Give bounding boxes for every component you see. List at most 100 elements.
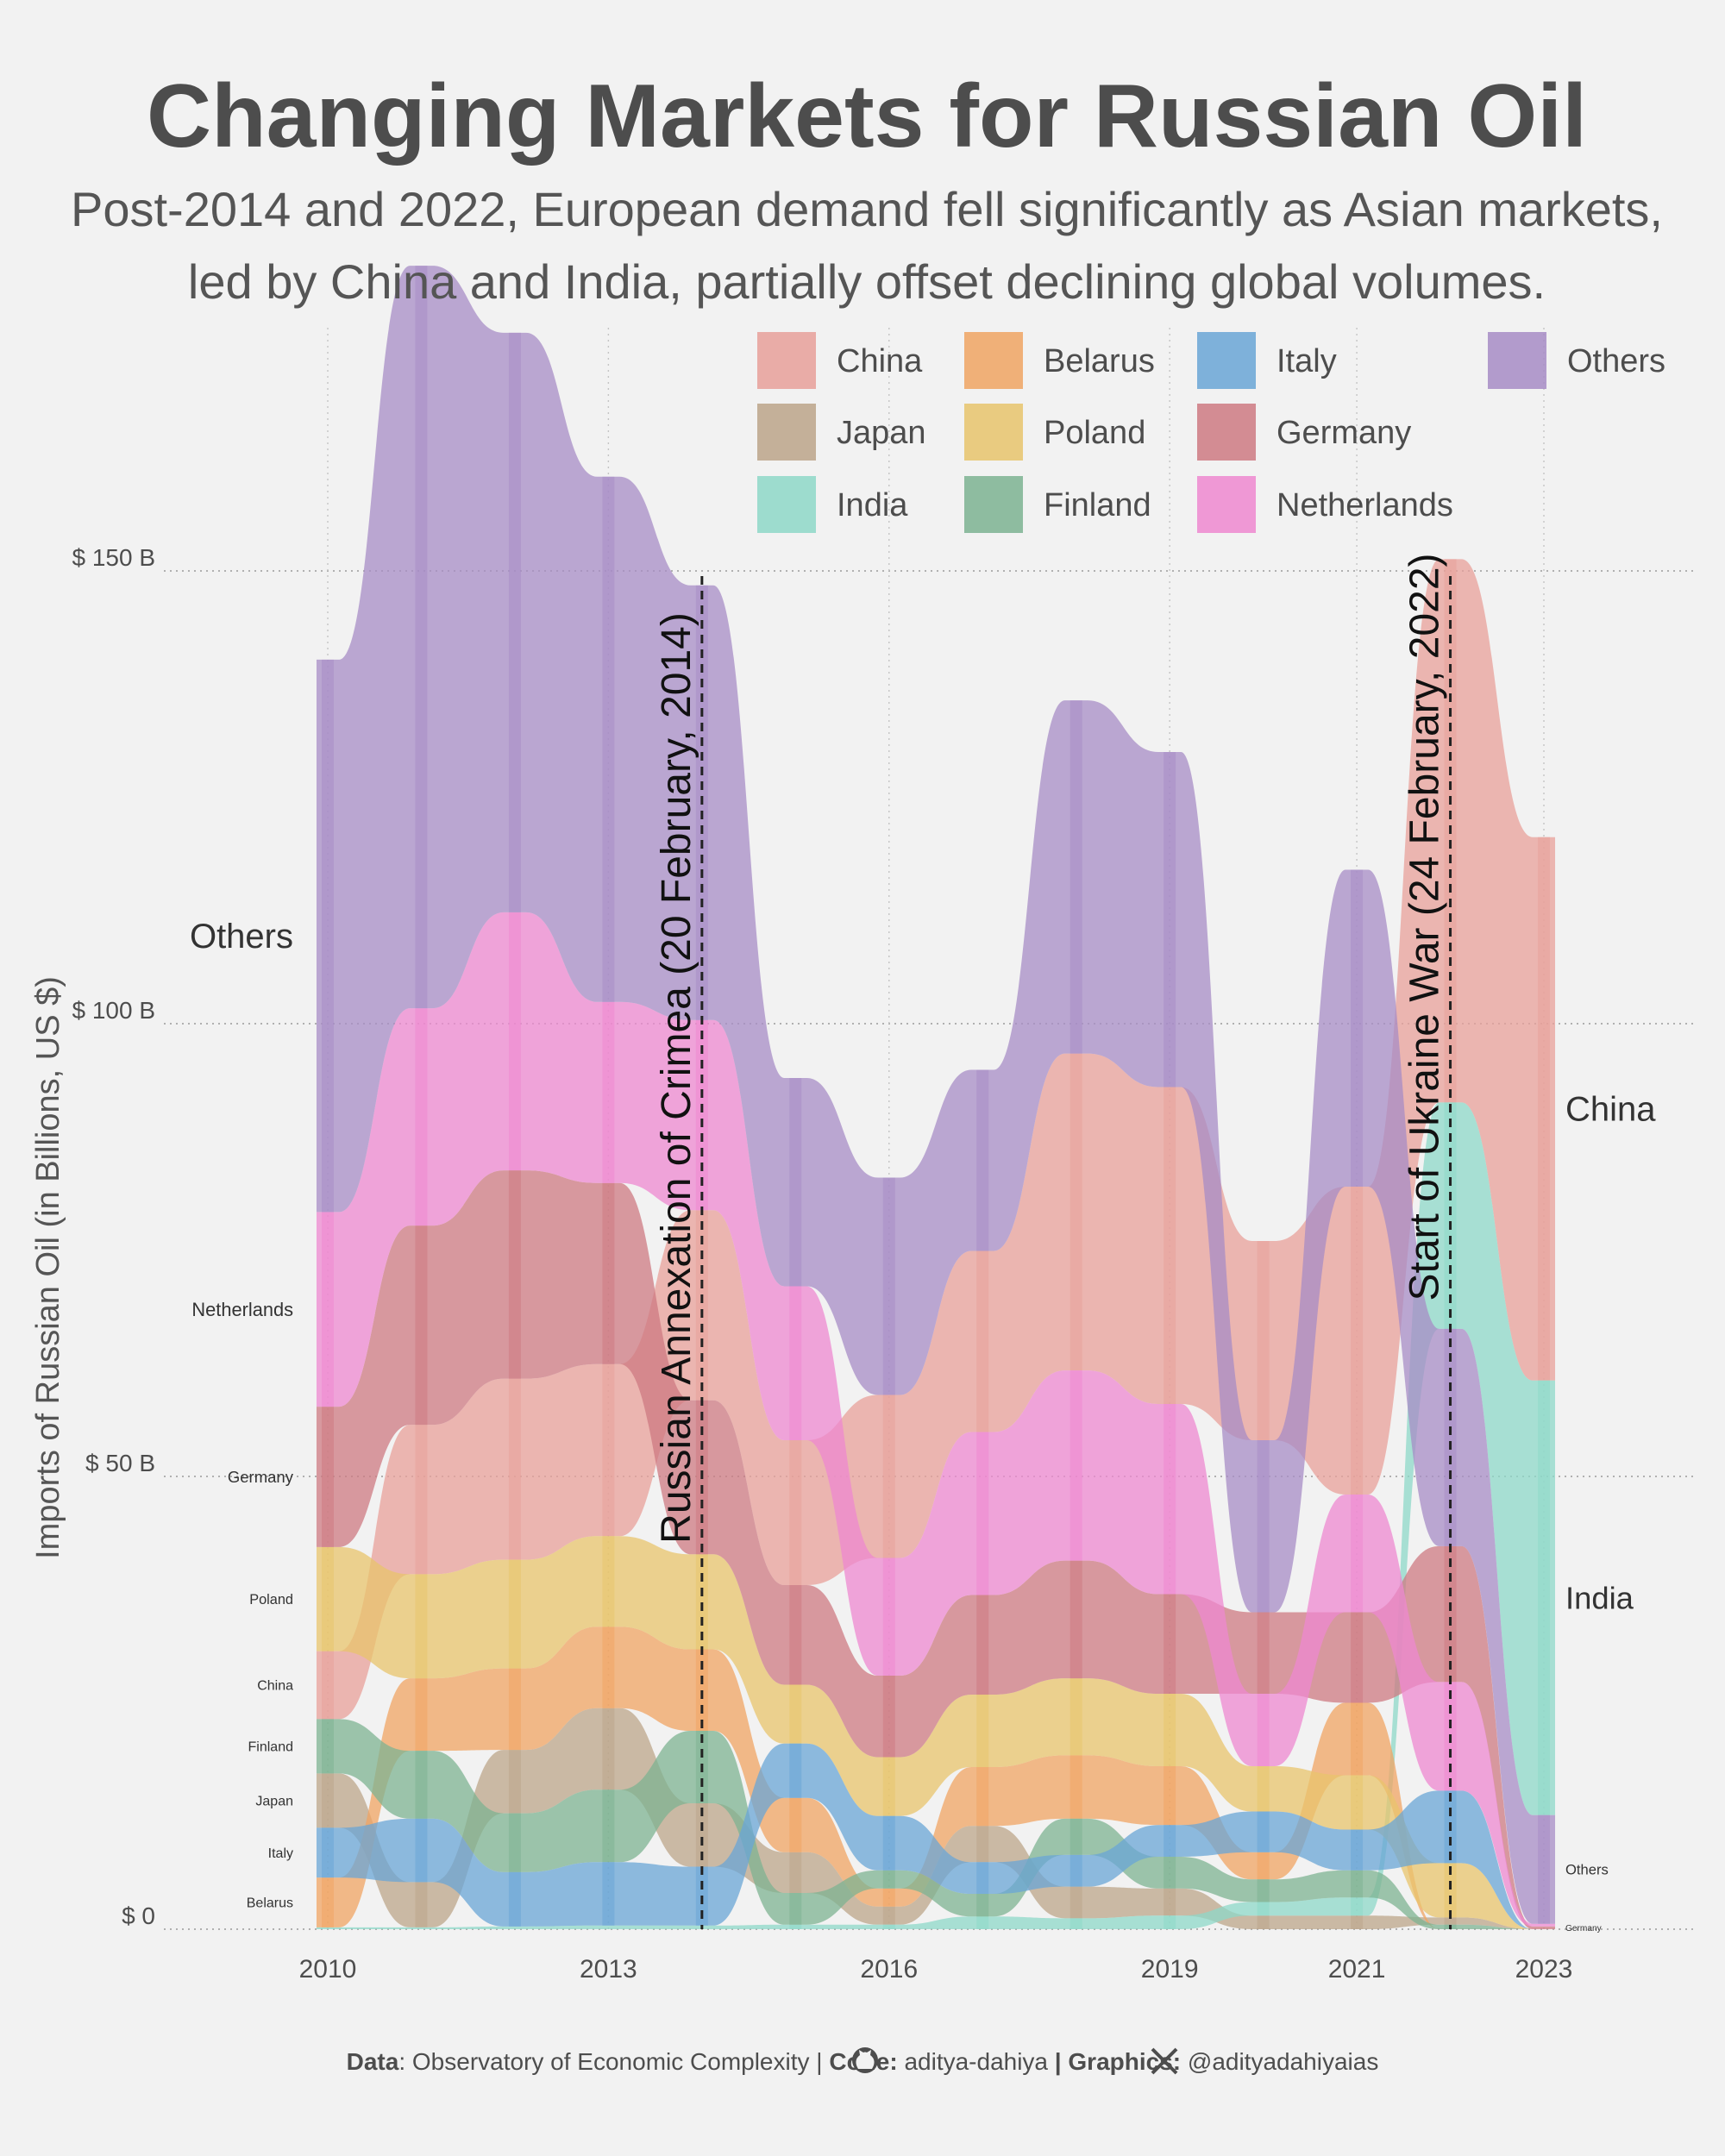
legend-label-belarus: Belarus	[1044, 343, 1155, 379]
year-marker-germany	[1351, 1612, 1364, 1703]
year-marker-germany	[1164, 1594, 1176, 1694]
year-marker-germany	[322, 1407, 334, 1547]
legend-label-india: India	[837, 487, 908, 523]
year-marker-others	[508, 332, 521, 912]
year-marker-netherlands	[1351, 1495, 1364, 1613]
year-marker-china	[1538, 837, 1550, 1381]
year-marker-italy	[415, 1818, 428, 1883]
year-marker-netherlands	[695, 1019, 708, 1211]
legend-swatch-germany	[1197, 404, 1256, 461]
year-marker-belarus	[322, 1877, 334, 1927]
right-stream-label: Others	[1565, 1862, 1609, 1878]
stream-area-italy	[316, 1743, 1556, 1929]
legend-swatch-finland	[964, 476, 1023, 533]
year-marker-italy	[1070, 1854, 1082, 1887]
year-marker-others	[1164, 752, 1176, 1087]
year-marker-belarus	[695, 1649, 708, 1732]
left-stream-label: China	[257, 1679, 293, 1694]
left-stream-label: Finland	[248, 1740, 293, 1755]
right-stream-label: Germany	[1565, 1924, 1603, 1934]
year-marker-poland	[508, 1559, 521, 1669]
left-stream-label: Germany	[228, 1468, 294, 1486]
year-marker-belarus	[1164, 1766, 1176, 1826]
x-tick-label: 2010	[299, 1955, 357, 1984]
year-marker-netherlands	[882, 1557, 895, 1676]
legend-label-china: China	[837, 343, 923, 379]
year-marker-finland	[1070, 1818, 1082, 1855]
year-marker-others	[789, 1078, 802, 1287]
year-marker-japan	[1444, 1917, 1457, 1925]
y-tick-label: $ 50 B	[85, 1450, 155, 1476]
year-marker-italy	[1351, 1829, 1364, 1871]
y-axis-label: Imports of Russian Oil (in Billions, US …	[30, 976, 66, 1559]
annotation-label: Russian Annexation of Crimea (20 Februar…	[654, 612, 699, 1544]
left-stream-label: Others	[190, 918, 293, 956]
left-stream-label: Japan	[255, 1795, 293, 1809]
year-marker-poland	[1070, 1678, 1082, 1756]
event-annotations: Russian Annexation of Crimea (20 Februar…	[654, 554, 1452, 1929]
right-stream-label: China	[1565, 1091, 1656, 1129]
year-marker-poland	[1164, 1694, 1176, 1766]
year-marker-poland	[789, 1684, 802, 1744]
year-marker-japan	[976, 1826, 989, 1863]
year-marker-netherlands	[322, 1212, 334, 1407]
caption-graphics-key: | Graphics:	[1055, 2048, 1181, 2075]
year-marker-china	[976, 1250, 989, 1432]
year-marker-finland	[602, 1789, 615, 1863]
year-marker-germany	[789, 1585, 802, 1685]
github-icon	[852, 2047, 878, 2073]
year-marker-finland	[508, 1813, 521, 1872]
legend-label-netherlands: Netherlands	[1276, 487, 1453, 523]
year-marker-finland	[882, 1870, 895, 1889]
caption-code-handle: aditya-dahiya	[898, 2048, 1055, 2075]
legend-label-others: Others	[1567, 343, 1665, 379]
year-marker-others	[1351, 869, 1364, 1187]
year-marker-italy	[508, 1871, 521, 1927]
year-marker-india	[1351, 1897, 1364, 1916]
year-marker-china	[508, 1378, 521, 1560]
year-marker-italy	[789, 1743, 802, 1798]
year-marker-germany	[1444, 1545, 1457, 1683]
year-marker-finland	[789, 1893, 802, 1925]
year-marker-others	[1070, 700, 1082, 1054]
year-marker-japan	[882, 1906, 895, 1925]
caption-data-key: Data	[347, 2048, 399, 2075]
year-marker-japan	[415, 1882, 428, 1927]
year-marker-belarus	[882, 1888, 895, 1907]
year-marker-germany	[1070, 1560, 1082, 1679]
y-tick-label: $ 150 B	[72, 544, 155, 571]
year-marker-poland	[602, 1536, 615, 1627]
year-marker-japan	[602, 1708, 615, 1790]
stream-area-others	[316, 266, 1556, 1924]
year-marker-japan	[322, 1773, 334, 1828]
chart-subtitle-line-2: led by China and India, partially offset…	[188, 254, 1546, 309]
year-marker-china	[1070, 1053, 1082, 1371]
legend-swatch-italy	[1197, 332, 1256, 389]
x-tick-label: 2023	[1515, 1955, 1573, 1984]
stream-area-belarus	[316, 1626, 1556, 1929]
year-marker-finland	[1164, 1857, 1176, 1889]
year-marker-italy	[602, 1862, 615, 1926]
left-stream-label: Belarus	[247, 1896, 293, 1911]
year-marker-belarus	[415, 1678, 428, 1752]
year-marker-others	[1444, 1328, 1457, 1546]
year-marker-netherlands	[976, 1432, 989, 1595]
year-marker-others	[882, 1177, 895, 1395]
year-marker-india	[1538, 1380, 1550, 1815]
stream-area-netherlands	[316, 912, 1556, 1927]
x-tick-label: 2019	[1141, 1955, 1199, 1984]
year-marker-china	[322, 1651, 334, 1720]
year-marker-china	[695, 1210, 708, 1401]
year-marker-netherlands	[1070, 1370, 1082, 1561]
year-marker-japan	[789, 1852, 802, 1893]
year-marker-japan	[1164, 1888, 1176, 1916]
year-marker-germany	[976, 1595, 989, 1695]
year-marker-china	[415, 1425, 428, 1575]
year-marker-belarus	[1351, 1702, 1364, 1776]
legend-swatch-india	[757, 476, 816, 533]
year-marker-belarus	[508, 1668, 521, 1751]
caption-graphics-handle: @adityadahiyaias	[1181, 2048, 1378, 2075]
legend-label-germany: Germany	[1276, 415, 1411, 451]
y-tick-label: $ 100 B	[72, 997, 155, 1024]
left-stream-label: Poland	[249, 1592, 293, 1608]
